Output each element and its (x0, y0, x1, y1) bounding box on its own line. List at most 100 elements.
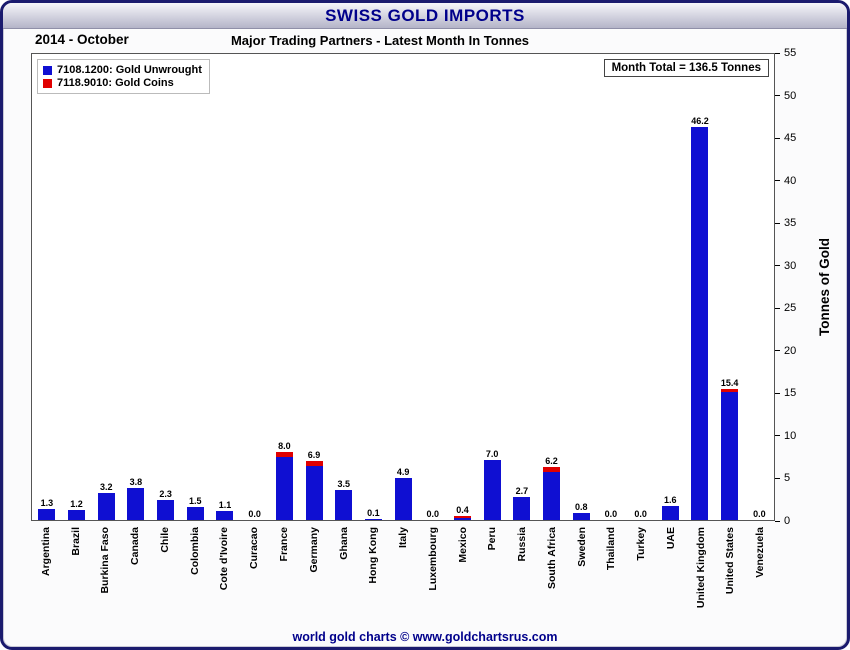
x-tick-label: Peru (486, 527, 499, 551)
y-tick-mark (775, 222, 780, 224)
bar-slot-brazil: 1.2 (62, 54, 92, 520)
bar-value-label: 7.0 (485, 449, 499, 460)
bar-value-label: 3.2 (99, 481, 113, 492)
y-tick-mark (775, 137, 780, 139)
x-tick-label: Mexico (456, 527, 469, 563)
bar-slot-thailand: 0.0 (596, 54, 626, 520)
y-tick: 50 (775, 89, 796, 103)
x-tick-slot: Colombia (180, 523, 210, 627)
y-tick-mark (775, 95, 780, 97)
bar-segment-unwrought (513, 497, 531, 520)
x-tick-label: Venezuela (754, 527, 767, 578)
bar-segment-unwrought (364, 519, 382, 520)
x-tick-slot: Burkina Faso (91, 523, 121, 627)
x-tick-slot: Venezuela (745, 523, 775, 627)
plot-area: 1.3 1.2 3.2 3.8 2.3 1.5 1.1 0.0 8.0 6.9 3.5 0.1 4.9 0… (31, 53, 775, 521)
bar-value-label: 46.2 (691, 115, 709, 126)
bar-segment-unwrought (305, 465, 323, 520)
x-tick-slot: Hong Kong (358, 523, 388, 627)
y-tick: 35 (775, 216, 796, 230)
y-tick: 10 (775, 429, 796, 443)
x-tick-label: France (278, 527, 290, 562)
x-tick-slot: Russia (507, 523, 537, 627)
bar-value-label: 0.0 (634, 509, 647, 519)
x-tick-slot: Mexico (448, 523, 478, 627)
x-tick-label: UAE (664, 527, 677, 550)
bar-value-label: 1.1 (218, 499, 232, 510)
x-tick-slot: Thailand (597, 523, 627, 627)
bar-segment-unwrought (335, 490, 353, 520)
y-axis-title: Tonnes of Gold (817, 238, 832, 336)
bar-segment-unwrought (661, 506, 679, 520)
bar-value-label: 0.8 (574, 502, 588, 513)
bar-slot-turkey: 0.0 (626, 54, 656, 520)
title-bar: SWISS GOLD IMPORTS (3, 3, 847, 29)
bar-value-label: 15.4 (720, 377, 739, 388)
bar-slot-south-africa: 6.2 (537, 54, 567, 520)
bar-value-label: 3.8 (129, 476, 143, 487)
x-tick-label: Curacao (248, 527, 261, 570)
bar-segment-coins (275, 451, 293, 458)
bar-segment-unwrought (453, 518, 471, 520)
footer: world gold charts © www.goldchartsrus.co… (3, 629, 847, 644)
bar-slot-united-states: 15.4 (715, 54, 745, 520)
x-tick-slot: Ghana (329, 523, 359, 627)
x-tick-label: Cote d'Ivoire (218, 527, 231, 591)
y-tick-value: 40 (784, 174, 797, 187)
bar-value-label: 3.5 (337, 479, 350, 490)
x-tick-label: Russia (516, 527, 529, 562)
bar-segment-coins (543, 467, 561, 472)
coins-swatch (43, 78, 52, 88)
y-tick-value: 55 (784, 47, 797, 59)
bar-value-label: 0.1 (367, 508, 380, 519)
y-tick-value: 0 (784, 515, 791, 527)
bar-segment-unwrought (483, 460, 501, 520)
bar-value-label: 2.3 (159, 489, 172, 500)
y-tick-value: 30 (784, 259, 797, 272)
y-tick: 5 (775, 471, 790, 485)
page-title: SWISS GOLD IMPORTS (325, 6, 525, 25)
bar-segment-coins (721, 388, 739, 393)
bar-segment-unwrought (216, 510, 234, 520)
y-tick-value: 20 (784, 344, 797, 357)
x-tick-slot: France (269, 523, 299, 627)
x-tick-slot: Germany (299, 523, 329, 627)
x-tick-slot: Peru (477, 523, 507, 627)
bar-segment-unwrought (38, 508, 56, 520)
x-tick-slot: Sweden (567, 523, 597, 627)
bar-segment-unwrought (275, 457, 293, 520)
bar-slot-canada: 3.8 (121, 54, 151, 520)
x-tick-slot: Italy (388, 523, 418, 627)
y-tick: 55 (775, 46, 796, 60)
x-tick-slot: UAE (656, 523, 686, 627)
y-tick-value: 50 (784, 89, 797, 102)
y-axis: 0 5 10 15 20 25 30 35 40 45 50 55 (775, 47, 821, 527)
bar-slot-chile: 2.3 (151, 54, 181, 520)
x-tick-label: Chile (158, 527, 171, 553)
bar-segment-unwrought (127, 487, 145, 520)
bar-slot-russia: 2.7 (507, 54, 537, 520)
x-tick-label: United Kingdom (694, 527, 707, 609)
bar-value-label: 8.0 (278, 440, 291, 451)
y-tick: 25 (775, 301, 796, 315)
legend-label: 7118.9010: Gold Coins (57, 77, 174, 89)
bar-value-label: 0.0 (753, 509, 766, 519)
bar-slot-uae: 1.6 (655, 54, 685, 520)
bar-value-label: 0.0 (604, 509, 618, 519)
month-total-annotation: Month Total = 136.5 Tonnes (603, 59, 769, 77)
y-tick-value: 45 (784, 132, 797, 145)
y-tick-mark (775, 180, 780, 182)
bar-segment-unwrought (543, 471, 561, 520)
y-tick: 45 (775, 131, 796, 145)
x-tick-slot: United States (716, 523, 746, 627)
y-tick-mark (775, 435, 780, 437)
bar-value-label: 0.0 (248, 509, 261, 519)
x-tick-label: Brazil (69, 527, 82, 556)
y-tick-value: 10 (784, 429, 797, 442)
y-tick: 20 (775, 344, 796, 358)
bar-segment-coins (305, 461, 323, 466)
x-tick-slot: Curacao (239, 523, 269, 627)
bars-row: 1.3 1.2 3.2 3.8 2.3 1.5 1.1 0.0 8.0 6.9 3.5 0.1 4.9 0… (32, 54, 774, 520)
legend-item-coins: 7118.9010: Gold Coins (43, 77, 202, 89)
